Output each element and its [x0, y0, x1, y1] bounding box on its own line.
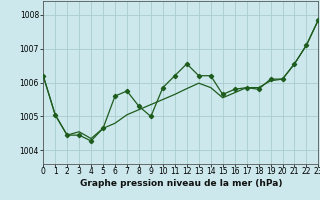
X-axis label: Graphe pression niveau de la mer (hPa): Graphe pression niveau de la mer (hPa)	[80, 179, 282, 188]
